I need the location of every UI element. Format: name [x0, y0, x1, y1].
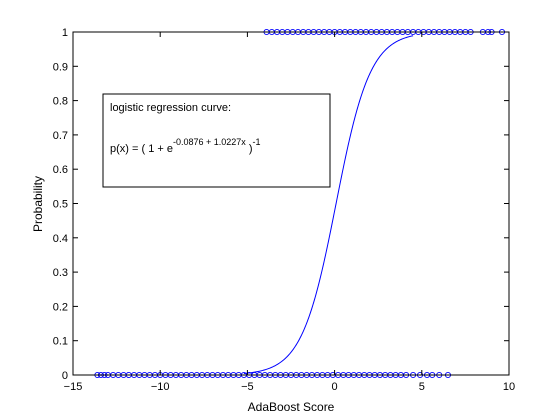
curve-layer [243, 35, 414, 374]
equation-prefix: p(x) = ( 1 + e [110, 143, 173, 155]
annotation-equation: p(x) = ( 1 + e-0.0876 + 1.0227x )-1 [110, 137, 261, 155]
x-tick-label-2: −5 [241, 381, 254, 393]
annotation-title: logistic regression curve: [110, 102, 231, 114]
y-axis-label: Probability [31, 176, 45, 232]
x-tick-label-1: −10 [151, 381, 170, 393]
y-tick-label-2: 0.2 [53, 301, 68, 313]
plot-area [73, 32, 509, 375]
y-tick-label-0: 0 [62, 370, 68, 382]
logistic-curve-line [243, 35, 414, 374]
y-tick-label-6: 0.6 [53, 164, 68, 176]
equation-exponent: -0.0876 + 1.0227x [173, 137, 246, 147]
y-tick-label-5: 0.5 [53, 199, 68, 211]
y-tick-label-8: 0.8 [53, 96, 68, 108]
y-tick-label-3: 0.3 [53, 267, 68, 279]
annotation-frame [102, 93, 331, 188]
y-tick-label-4: 0.4 [53, 233, 68, 245]
equation-power: -1 [253, 137, 261, 147]
y-tick-label-7: 0.7 [53, 130, 68, 142]
equation-close: ) [246, 143, 253, 155]
annotation-box: logistic regression curve: p(x) = ( 1 + … [102, 93, 331, 188]
axes: −15 −10 −5 0 5 10 0 0.1 0.2 0.3 0.4 0.5 0.6 0.7 0.8 0.9… [53, 27, 515, 393]
x-tick-label-0: −15 [64, 381, 83, 393]
x-tick-label-5: 10 [503, 381, 515, 393]
x-tick-label-3: 0 [332, 381, 338, 393]
x-axis-label: AdaBoost Score [248, 400, 335, 414]
y-tick-label-10: 1 [62, 27, 68, 39]
x-tick-label-4: 5 [419, 381, 425, 393]
y-tick-label-1: 0.1 [53, 336, 68, 348]
y-tick-label-9: 0.9 [53, 61, 68, 73]
